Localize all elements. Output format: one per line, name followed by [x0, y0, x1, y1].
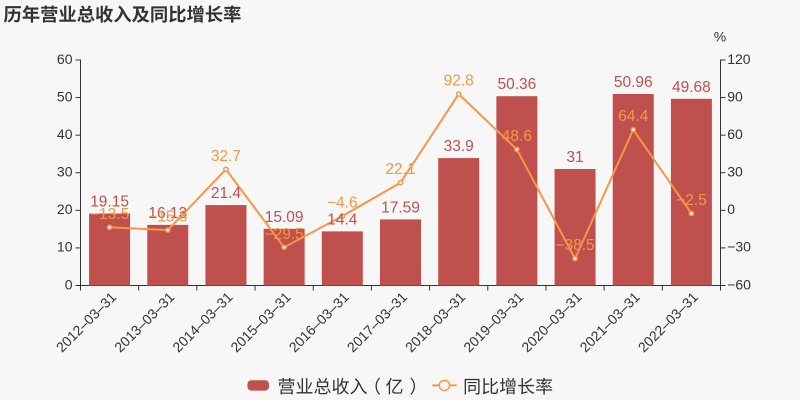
svg-text:30: 30 [57, 164, 73, 180]
svg-text:40: 40 [57, 126, 73, 142]
svg-text:120: 120 [727, 51, 751, 67]
svg-text:22.1: 22.1 [385, 161, 415, 178]
svg-text:%: % [714, 29, 726, 45]
svg-text:50.96: 50.96 [614, 74, 653, 91]
svg-text:31: 31 [566, 149, 583, 166]
svg-text:50: 50 [57, 88, 73, 104]
svg-text:10: 10 [57, 239, 73, 255]
svg-text:90: 90 [727, 88, 743, 104]
svg-text:64.4: 64.4 [618, 108, 649, 125]
svg-text:30: 30 [727, 164, 743, 180]
svg-text:20: 20 [57, 201, 73, 217]
svg-text:0: 0 [65, 276, 73, 292]
svg-text:49.68: 49.68 [672, 79, 711, 96]
svg-text:−60: −60 [727, 276, 751, 292]
svg-text:−2.5: −2.5 [676, 192, 707, 209]
svg-text:−29.5: −29.5 [265, 226, 304, 243]
svg-text:−13.5: −13.5 [90, 206, 129, 223]
svg-text:50.36: 50.36 [497, 76, 536, 93]
svg-text:17.59: 17.59 [381, 199, 420, 216]
svg-text:−30: −30 [727, 239, 751, 255]
svg-text:14.4: 14.4 [327, 211, 358, 228]
svg-text:32.7: 32.7 [211, 148, 241, 165]
svg-text:0: 0 [727, 201, 735, 217]
svg-text:48.6: 48.6 [502, 128, 532, 145]
svg-text:60: 60 [727, 126, 743, 142]
svg-text:−38.5: −38.5 [555, 237, 594, 254]
svg-text:19.15: 19.15 [90, 194, 129, 211]
svg-text:92.8: 92.8 [444, 73, 474, 90]
svg-text:16.13: 16.13 [148, 205, 187, 222]
svg-text:21.4: 21.4 [211, 185, 242, 202]
svg-text:60: 60 [57, 51, 73, 67]
svg-text:−15.8: −15.8 [148, 209, 187, 226]
svg-text:33.9: 33.9 [444, 138, 474, 155]
svg-text:15.09: 15.09 [265, 209, 304, 226]
svg-text:−4.6: −4.6 [327, 195, 358, 212]
